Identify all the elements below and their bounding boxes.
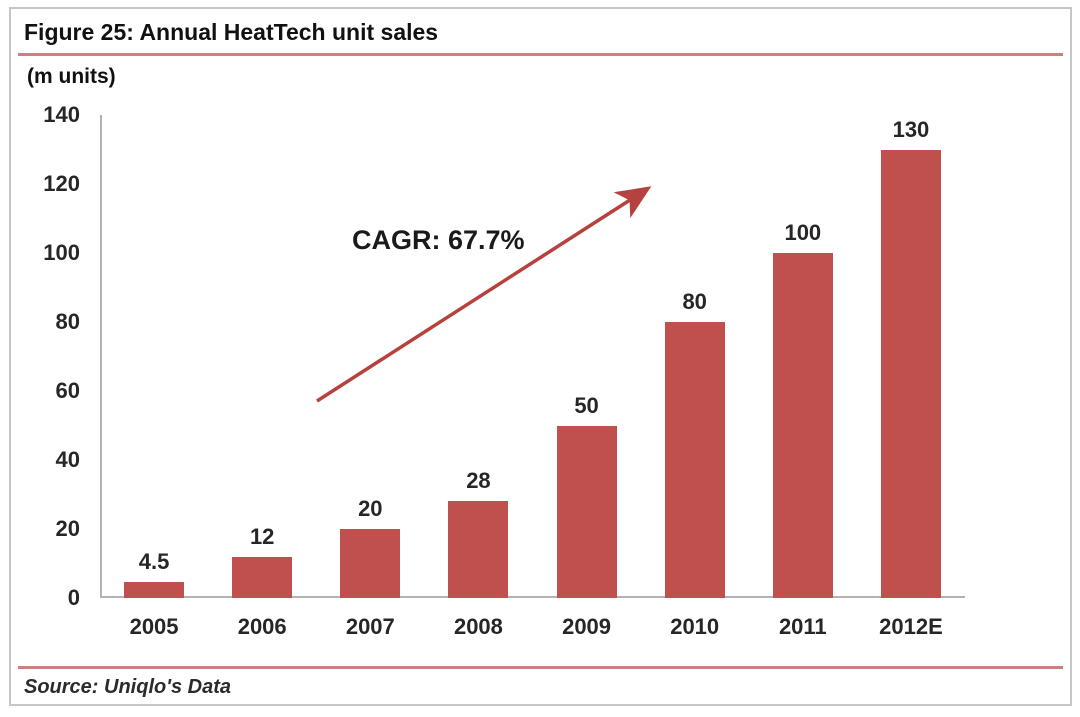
y-tick-label: 0 [67, 585, 80, 610]
bar-value-label: 12 [249, 523, 275, 549]
source-label: Source: Uniqlo's Data [24, 676, 232, 698]
figure-title: Figure 25: Annual HeatTech unit sales [24, 19, 439, 45]
y-tick-label: 140 [43, 102, 80, 127]
plot-area [100, 115, 965, 598]
y-tick-label: 60 [55, 378, 80, 403]
bar-2005 [124, 582, 185, 598]
y-tick-label: 40 [55, 447, 80, 472]
bar-value-label: 100 [784, 220, 822, 245]
x-tick-label: 2012E [879, 614, 943, 639]
y-tick-label: 80 [55, 309, 80, 334]
bar-value-label: 130 [892, 116, 930, 142]
bar-value-label: 28 [466, 468, 491, 494]
bar-value-label: 4.5 [138, 549, 170, 575]
bar-value-label: 20 [358, 496, 383, 521]
bar-2008 [448, 501, 509, 598]
bar-2010 [664, 322, 725, 598]
x-tick-label: 2006 [237, 614, 287, 639]
y-tick-label: 120 [43, 171, 80, 196]
x-tick-label: 2005 [129, 614, 179, 639]
bar-value-label: 80 [682, 289, 707, 314]
bar-value-label: 50 [574, 392, 599, 418]
y-tick-label: 100 [43, 240, 80, 265]
x-tick-label: 2010 [670, 614, 720, 639]
title-underline-rule [18, 53, 1063, 56]
x-tick-label: 2008 [453, 614, 503, 639]
bar-2009 [556, 425, 617, 598]
bar-2012E [880, 149, 941, 598]
x-tick-label: 2007 [345, 614, 395, 639]
bar-2011 [772, 253, 833, 598]
x-tick-label: 2011 [778, 614, 827, 639]
cagr-annotation: CAGR: 67.7% [352, 225, 525, 255]
bar-2007 [340, 529, 401, 598]
x-tick-label: 2009 [562, 614, 612, 639]
y-axis-units-label: (m units) [27, 65, 116, 88]
bar-2006 [232, 556, 293, 598]
y-tick-label: 20 [55, 516, 80, 541]
source-divider-rule [18, 666, 1063, 669]
